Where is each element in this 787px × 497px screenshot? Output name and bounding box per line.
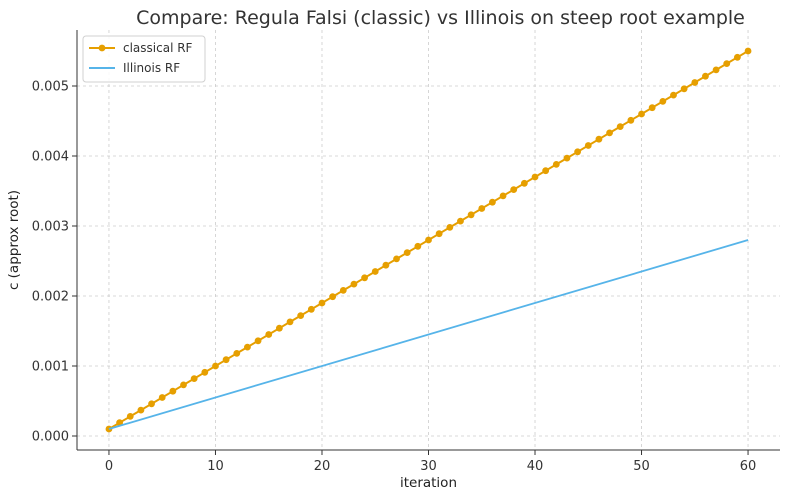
data-point-classical-rf [542,167,550,175]
data-point-classical-rf [212,362,219,370]
data-point-classical-rf [371,268,379,275]
data-point-classical-rf [403,249,411,256]
data-point-classical-rf [190,375,198,382]
data-point-classical-rf [275,324,283,332]
y-tick-label: 0.002 [32,290,69,305]
data-point-classical-rf [446,224,454,231]
y-tick-label: 0.003 [32,220,69,235]
data-point-classical-rf [499,192,507,200]
y-axis-label: c (approx root) [6,190,22,290]
x-tick-label: 10 [207,459,224,474]
data-point-classical-rf [307,305,315,313]
legend-label-illinois-rf: Illinois RF [123,61,180,75]
data-point-classical-rf [467,211,475,219]
data-point-classical-rf [552,161,560,168]
data-point-classical-rf [137,406,145,414]
data-point-classical-rf [286,318,294,326]
data-point-classical-rf [659,98,667,105]
x-tick-label: 0 [105,459,113,474]
data-point-classical-rf [318,299,326,307]
data-point-classical-rf [574,148,582,156]
data-point-classical-rf [233,350,241,357]
data-point-classical-rf [520,179,528,187]
data-point-classical-rf [702,72,709,80]
x-tick-label: 40 [527,459,544,474]
y-tick-label: 0.001 [32,360,69,375]
data-point-classical-rf [638,110,645,118]
chart-title: Compare: Regula Falsi (classic) vs Illin… [136,7,745,29]
data-point-classical-rf [148,400,155,408]
data-point-classical-rf [478,205,486,212]
data-point-classical-rf [648,104,656,112]
data-point-classical-rf [297,312,305,319]
y-tick-label: 0.000 [32,430,69,445]
data-point-classical-rf [201,368,209,376]
data-point-classical-rf [244,343,251,351]
data-point-classical-rf [670,91,677,99]
data-point-classical-rf [382,261,390,269]
legend-label-classical-rf: classical RF [123,41,193,55]
x-tick-label: 60 [740,459,757,474]
data-point-classical-rf [712,66,720,74]
x-tick-label: 20 [314,459,331,474]
x-tick-label: 50 [633,459,650,474]
data-point-classical-rf [158,394,166,401]
data-point-classical-rf [489,198,496,206]
data-point-classical-rf [606,129,613,137]
axes: 0 10 20 30 40 50 60 0.000 0.001 0.002 0.003 0.004 0.… [32,30,780,474]
data-point-classical-rf [616,123,624,130]
series-line-illinois-rf [108,239,749,430]
data-point-classical-rf [723,60,731,67]
data-point-classical-rf [169,387,177,395]
data-point-classical-rf [425,236,432,244]
data-point-classical-rf [691,79,699,86]
data-point-classical-rf [563,154,571,162]
legend-marker-classical-rf [98,44,106,52]
data-point-classical-rf [510,186,518,194]
data-point-classical-rf [733,53,741,61]
y-tick-label: 0.004 [32,150,69,165]
data-point-classical-rf [339,287,347,294]
x-axis-label: iteration [400,475,457,491]
data-point-classical-rf [126,413,134,420]
data-point-classical-rf [329,293,337,301]
data-point-classical-rf [265,331,273,338]
data-point-classical-rf [350,280,358,288]
data-point-classical-rf [627,116,635,124]
x-tick-label: 30 [420,459,437,474]
plot-area [105,47,752,433]
data-point-classical-rf [180,381,187,389]
y-tick-label: 0.005 [32,80,69,95]
data-point-classical-rf [393,255,400,263]
data-point-classical-rf [457,217,464,225]
data-point-classical-rf [744,47,752,55]
data-point-classical-rf [531,173,539,181]
data-point-classical-rf [435,230,443,238]
data-point-classical-rf [595,135,603,143]
data-point-classical-rf [361,274,368,282]
data-point-classical-rf [254,337,262,345]
legend: classical RF Illinois RF [82,35,206,83]
data-point-classical-rf [680,85,688,93]
data-point-classical-rf [414,242,422,250]
data-point-classical-rf [584,142,592,149]
data-point-classical-rf [116,419,124,427]
data-point-classical-rf [222,356,230,364]
